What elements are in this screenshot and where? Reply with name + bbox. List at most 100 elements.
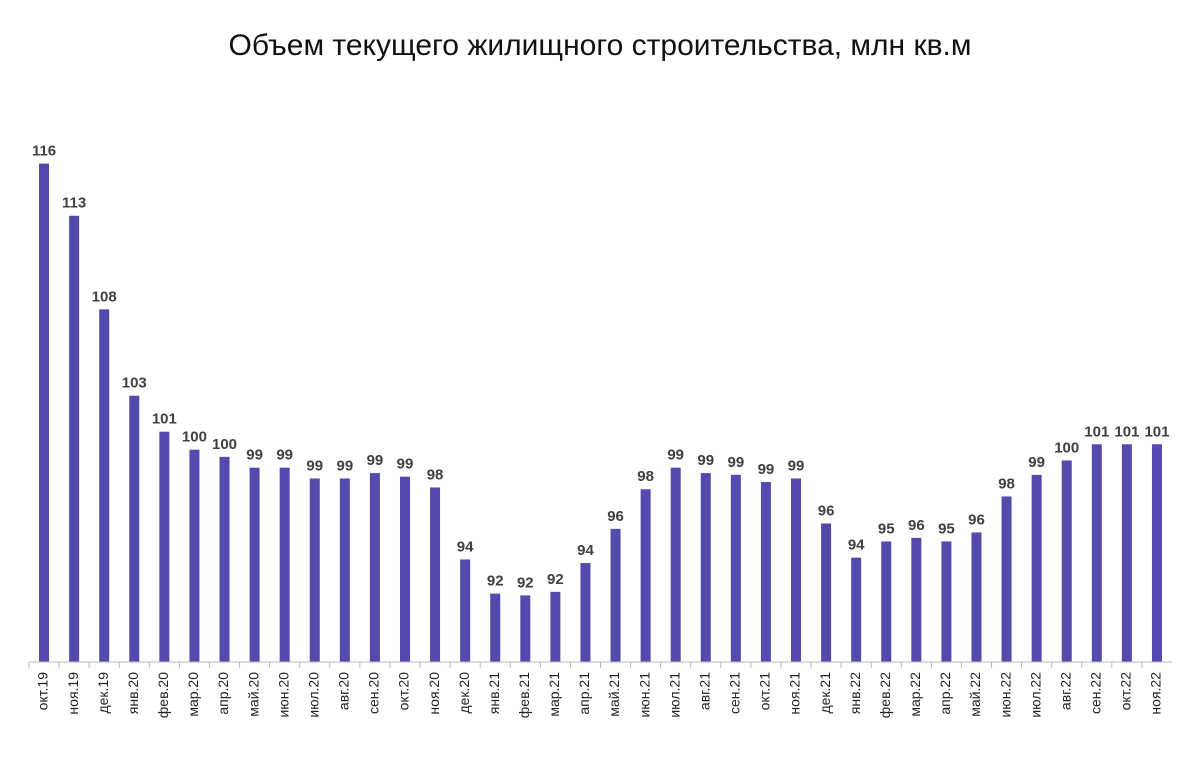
bar	[760, 482, 771, 662]
x-tick-label: сен.21	[727, 672, 743, 714]
data-label: 98	[637, 468, 654, 485]
x-tick-label: июл.21	[666, 672, 682, 718]
bar	[730, 474, 741, 662]
x-tick-label: мар.20	[185, 672, 201, 717]
data-label: 101	[152, 411, 177, 428]
chart-title: Объем текущего жилищного строительства, …	[229, 29, 972, 62]
bar	[821, 523, 832, 662]
x-tick-label: сен.22	[1088, 672, 1104, 714]
x-tick-label: авг.22	[1057, 672, 1073, 710]
bar	[670, 467, 681, 662]
x-tick-label: фев.21	[516, 672, 532, 718]
bar	[460, 559, 471, 662]
x-tick-label: июн.22	[997, 672, 1013, 718]
bar	[1121, 444, 1132, 662]
bar	[700, 473, 711, 662]
x-tick-label: ноя.19	[65, 672, 81, 715]
x-tick-label: июн.21	[636, 672, 652, 718]
bar	[640, 489, 651, 662]
bar	[309, 478, 320, 662]
bar	[1031, 474, 1042, 662]
data-label: 98	[998, 475, 1015, 492]
bar	[399, 476, 410, 662]
data-label: 99	[667, 447, 684, 464]
data-label: 113	[62, 195, 86, 212]
data-label: 99	[336, 457, 353, 474]
x-tick-label: мар.22	[907, 672, 923, 717]
data-label: 94	[848, 537, 865, 554]
x-tick-label: авг.21	[696, 672, 712, 710]
data-label: 99	[1028, 454, 1045, 471]
bar	[159, 431, 170, 662]
data-label: 103	[122, 375, 147, 392]
data-label: 101	[1114, 423, 1139, 440]
data-label: 95	[878, 520, 895, 537]
x-tick-label: апр.21	[576, 672, 592, 715]
data-label: 100	[212, 436, 237, 453]
data-label: 92	[487, 573, 504, 590]
x-tick-label: ноя.21	[787, 672, 803, 715]
bar	[881, 541, 892, 662]
data-label: 96	[968, 511, 985, 528]
data-label: 92	[547, 571, 564, 588]
data-label: 96	[818, 502, 835, 519]
x-tick-label: май.21	[606, 672, 622, 717]
bar	[911, 537, 922, 662]
data-label: 100	[182, 429, 207, 446]
x-tick-label: июл.20	[305, 672, 321, 718]
bar	[430, 487, 441, 662]
x-tick-label: янв.20	[125, 672, 141, 714]
x-tick-label: янв.21	[486, 672, 502, 714]
bar	[791, 478, 802, 662]
x-tick-label: янв.22	[847, 672, 863, 714]
bar	[1151, 444, 1162, 662]
bar	[279, 467, 290, 662]
bar	[580, 563, 591, 662]
data-label: 101	[1084, 423, 1109, 440]
bar	[219, 456, 230, 662]
data-label: 96	[607, 508, 624, 525]
x-tick-label: июн.20	[275, 672, 291, 718]
x-tick-label: окт.21	[757, 672, 773, 711]
x-tick-label: апр.20	[215, 672, 231, 715]
x-tick-label: дек.20	[456, 672, 472, 714]
bar	[941, 541, 952, 662]
x-tick-label: окт.20	[396, 672, 412, 711]
data-label: 94	[457, 538, 474, 555]
data-label: 98	[427, 466, 444, 483]
bar	[971, 532, 982, 662]
bar	[1091, 444, 1102, 662]
x-tick-label: фев.20	[155, 672, 171, 718]
bar	[490, 593, 501, 662]
data-label: 99	[397, 456, 414, 473]
x-tick-label: мар.21	[546, 672, 562, 717]
x-tick-label: апр.22	[937, 672, 953, 715]
data-label: 100	[1054, 439, 1079, 456]
x-tick-label: авг.20	[336, 672, 352, 710]
x-tick-label: май.22	[967, 672, 983, 717]
bar	[69, 215, 80, 662]
bar	[39, 163, 50, 662]
bar	[189, 449, 200, 662]
data-label: 99	[367, 452, 384, 469]
x-tick-label: дек.19	[95, 672, 111, 714]
bar	[520, 595, 531, 662]
bar	[1001, 496, 1012, 662]
bar	[851, 557, 862, 662]
x-tick-label: май.20	[245, 672, 261, 717]
data-label: 96	[908, 517, 925, 534]
data-label: 92	[517, 574, 534, 591]
bar	[550, 591, 561, 662]
data-label: 99	[697, 452, 714, 469]
data-label: 116	[32, 143, 56, 160]
data-label: 94	[577, 542, 594, 559]
data-label: 99	[246, 447, 263, 464]
x-tick-label: фев.22	[877, 672, 893, 718]
x-tick-label: дек.21	[817, 672, 833, 714]
bar	[129, 395, 140, 662]
data-label: 99	[788, 457, 805, 474]
x-tick-label: окт.22	[1118, 672, 1134, 711]
x-tick-label: ноя.20	[426, 672, 442, 715]
data-label: 108	[92, 288, 117, 305]
